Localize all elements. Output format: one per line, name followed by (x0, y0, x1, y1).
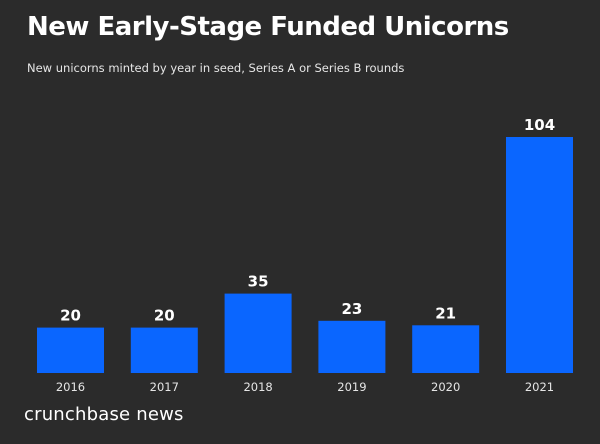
x-tick-2016: 2016 (56, 380, 85, 394)
x-tick-2021: 2021 (525, 380, 554, 394)
bar-2020 (412, 325, 480, 373)
bar-2017 (130, 327, 198, 373)
x-tick-2019: 2019 (337, 380, 366, 394)
value-label-2020: 21 (435, 304, 456, 322)
bar-2018 (224, 293, 292, 373)
bar-2021 (506, 137, 573, 373)
x-tick-2017: 2017 (150, 380, 179, 394)
value-label-2021: 104 (524, 116, 555, 134)
chart-subtitle: New unicorns minted by year in seed, Ser… (27, 61, 405, 75)
x-tick-2018: 2018 (243, 380, 272, 394)
bar-2019 (318, 320, 386, 373)
crunchbase-news-logo: crunchbase news (24, 404, 184, 425)
chart-title: New Early-Stage Funded Unicorns (27, 12, 509, 42)
x-tick-2020: 2020 (431, 380, 460, 394)
value-label-2017: 20 (154, 307, 175, 325)
value-label-2019: 23 (341, 300, 362, 318)
value-labels-group: 20 20 35 23 21 104 (60, 116, 555, 325)
value-label-2018: 35 (248, 273, 269, 291)
bars-group (37, 137, 573, 373)
x-tick-labels-group: 2016 2017 2018 2019 2020 2021 (56, 380, 554, 394)
bar-2016 (37, 327, 104, 373)
value-label-2016: 20 (60, 307, 81, 325)
